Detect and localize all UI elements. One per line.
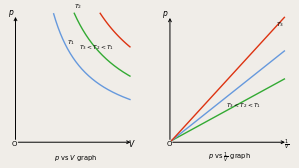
- Text: $p$ vs $V$ graph: $p$ vs $V$ graph: [54, 153, 97, 163]
- Text: $T_1$: $T_1$: [67, 38, 75, 47]
- Text: O: O: [166, 141, 172, 147]
- Text: $T_3 < T_2 < T_1$: $T_3 < T_2 < T_1$: [226, 101, 261, 110]
- Text: $p$ vs $\frac{1}{V}$ graph: $p$ vs $\frac{1}{V}$ graph: [208, 151, 251, 165]
- Text: $T_3$: $T_3$: [277, 20, 285, 29]
- Text: $V$: $V$: [128, 138, 136, 149]
- Text: $T_3 < T_2 < T_1$: $T_3 < T_2 < T_1$: [79, 43, 114, 52]
- Text: $\frac{1}{V}$: $\frac{1}{V}$: [284, 138, 289, 152]
- Text: $p$: $p$: [162, 9, 169, 20]
- Text: $p$: $p$: [8, 8, 15, 19]
- Text: $T_2$: $T_2$: [74, 2, 82, 11]
- Text: O: O: [12, 141, 17, 147]
